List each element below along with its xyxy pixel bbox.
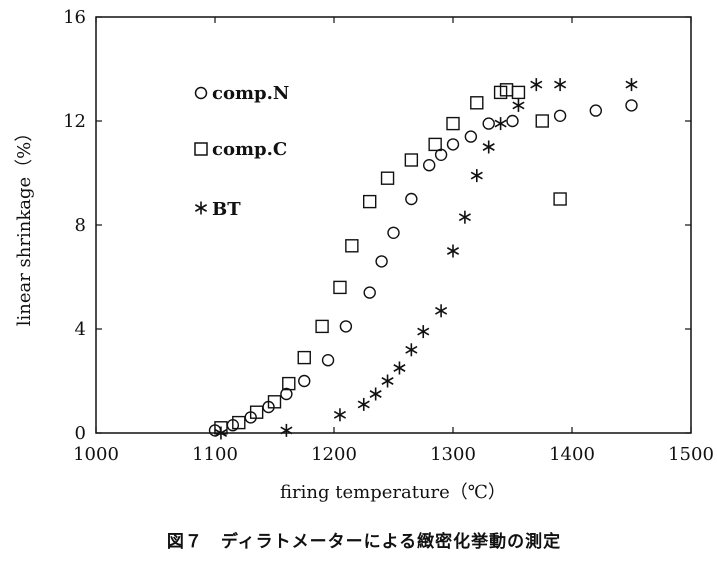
- legend-marker-bt: [194, 201, 208, 215]
- legend-asterisk-icon: [194, 201, 208, 215]
- y-axis-title: linear shrinkage（%）: [14, 124, 35, 327]
- y-tick-label: 8: [75, 215, 86, 236]
- x-tick-label: 1300: [430, 444, 476, 465]
- figure-caption: 図７ ディラトメーターによる緻密化挙動の測定: [167, 531, 561, 552]
- point-comp-c: [282, 376, 296, 391]
- point-bt: [405, 343, 418, 357]
- x-tick-label: 1200: [311, 444, 357, 465]
- point-bt: [625, 78, 638, 92]
- point-comp-n: [321, 354, 335, 367]
- point-bt: [530, 78, 543, 92]
- point-comp-c: [363, 194, 377, 209]
- point-comp-n: [482, 117, 495, 130]
- legend: comp.N comp.C BT: [194, 83, 289, 220]
- point-comp-n: [387, 226, 400, 240]
- point-bt: [333, 408, 347, 422]
- point-comp-c: [297, 350, 311, 365]
- point-comp-n: [405, 192, 418, 206]
- point-bt: [435, 304, 448, 318]
- legend-marker-comp-c: [194, 142, 208, 156]
- point-comp-n: [446, 138, 460, 151]
- point-comp-n: [363, 286, 376, 299]
- x-tick-label: 1500: [668, 444, 714, 465]
- point-comp-c: [553, 192, 567, 206]
- point-bt: [393, 361, 406, 375]
- legend-marker-comp-n: [194, 86, 208, 100]
- y-tick-label: 12: [63, 111, 86, 132]
- y-tick-label: 16: [63, 7, 86, 28]
- point-comp-c: [315, 319, 329, 334]
- point-comp-n: [553, 109, 567, 123]
- point-comp-c: [380, 171, 395, 185]
- data-points: [208, 78, 638, 440]
- legend-label-comp-c: comp.C: [212, 139, 287, 160]
- point-bt: [417, 325, 430, 339]
- point-bt: [214, 426, 228, 440]
- point-bt: [280, 423, 293, 437]
- x-tick-label: 1400: [549, 444, 595, 465]
- point-comp-n: [589, 104, 602, 117]
- point-comp-c: [333, 280, 347, 295]
- point-comp-c: [232, 415, 246, 430]
- legend-label-bt: BT: [212, 199, 241, 220]
- y-tick-label: 0: [75, 423, 86, 444]
- point-comp-n: [280, 387, 293, 401]
- point-comp-c: [428, 137, 442, 152]
- point-comp-n: [625, 99, 638, 112]
- point-comp-n: [464, 130, 478, 143]
- point-bt: [554, 78, 567, 92]
- y-tick-label: 4: [75, 319, 86, 340]
- point-bt: [482, 140, 495, 154]
- legend-label-comp-n: comp.N: [212, 83, 289, 104]
- point-comp-n: [298, 374, 311, 388]
- point-comp-c: [267, 395, 282, 409]
- x-tick-label: 1100: [192, 444, 238, 465]
- point-comp-n: [339, 320, 353, 333]
- point-bt: [494, 117, 507, 131]
- point-comp-c: [404, 153, 419, 167]
- point-bt: [357, 397, 370, 411]
- point-bt: [369, 387, 382, 401]
- point-comp-n: [423, 158, 436, 172]
- point-bt: [512, 98, 525, 112]
- point-comp-c: [535, 114, 549, 128]
- point-comp-c: [249, 405, 264, 419]
- point-bt: [381, 374, 394, 388]
- x-axis-title: firing temperature（℃）: [280, 482, 506, 503]
- axis-ticks: 1000 1100 1200 1300 1400 1500 0 4 8 12 16: [63, 7, 714, 465]
- point-bt: [470, 169, 483, 183]
- point-comp-c: [470, 96, 484, 110]
- x-tick-label: 1000: [73, 444, 119, 465]
- point-bt: [458, 210, 471, 224]
- point-comp-c: [345, 239, 359, 253]
- point-comp-n: [506, 114, 519, 128]
- point-comp-c: [446, 116, 460, 131]
- point-comp-c: [511, 85, 526, 100]
- point-comp-n: [375, 255, 388, 268]
- point-bt: [446, 244, 460, 258]
